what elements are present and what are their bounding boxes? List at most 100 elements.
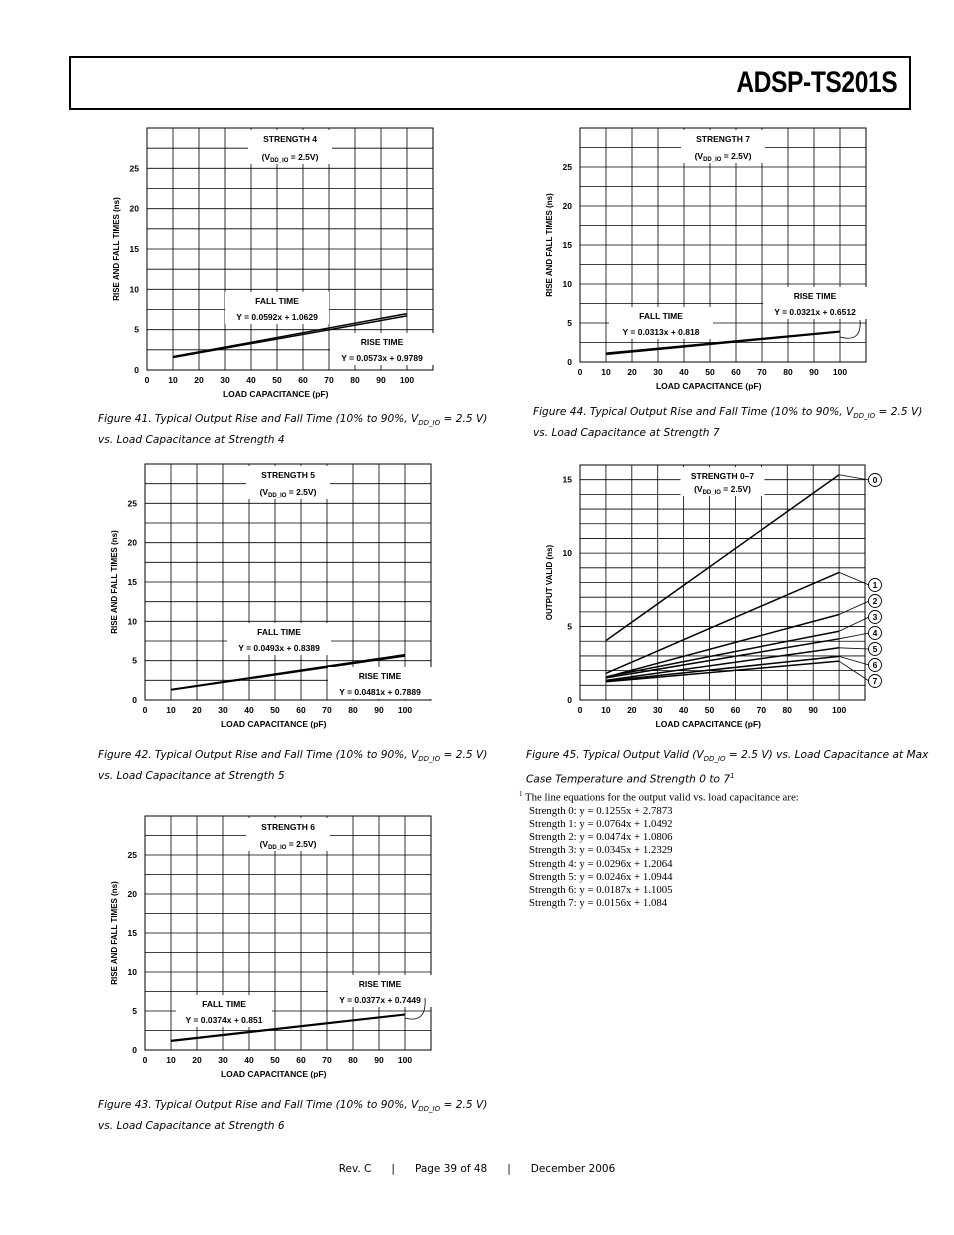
series-line (605, 655, 840, 682)
series-name-label: RISE TIME (794, 291, 837, 301)
y-axis-label: RISE AND FALL TIMES (ns) (112, 197, 121, 301)
x-axis-label: LOAD CAPACITANCE (pF) (656, 381, 762, 391)
plot-frame (579, 464, 866, 701)
series-line (172, 315, 408, 359)
series-equation-label: Y = 0.0493x + 0.8389 (238, 643, 320, 653)
series-label-background (225, 292, 329, 324)
marker-leader (838, 572, 870, 586)
y-tick-label: 0 (132, 695, 137, 705)
series-marker (868, 642, 882, 656)
series-label-background (328, 667, 432, 699)
figure-41-caption: Figure 41. Typical Output Rise and Fall … (98, 413, 488, 447)
series-line (605, 638, 840, 679)
footnote: 1 The line equations for the output vali… (519, 790, 799, 910)
x-tick-label: 40 (244, 1055, 254, 1065)
x-tick-label: 40 (246, 375, 256, 385)
y-tick-label: 25 (128, 498, 138, 508)
series-label-background (330, 333, 434, 365)
series-name-label: RISE TIME (361, 337, 404, 347)
y-tick-label: 15 (563, 240, 573, 250)
series-marker-label: 7 (873, 676, 878, 686)
y-tick-label: 5 (132, 1006, 137, 1016)
series-marker (868, 610, 882, 624)
series-line (605, 660, 840, 683)
marker-leader (839, 647, 870, 650)
x-tick-label: 10 (601, 705, 611, 715)
figure-44-caption: Figure 44. Typical Output Rise and Fall … (533, 406, 923, 440)
footnote-line: Strength 6: y = 0.0187x + 1.1005 (529, 884, 673, 897)
document-title: ADSP-TS201S (736, 66, 897, 99)
series-name-label: FALL TIME (639, 311, 683, 321)
x-tick-label: 20 (192, 1055, 202, 1065)
x-tick-label: 80 (783, 705, 793, 715)
x-tick-label: 50 (705, 705, 715, 715)
series-marker (868, 674, 882, 688)
x-axis-label: LOAD CAPACITANCE (pF) (223, 389, 329, 399)
series-line (605, 613, 840, 678)
series-equation-label: Y = 0.0374x + 0.851 (186, 1015, 263, 1025)
date: December 2006 (530, 1163, 616, 1175)
x-tick-label: 50 (270, 1055, 280, 1065)
series-line (605, 331, 841, 356)
series-marker-label: 3 (873, 612, 878, 622)
series-name-label: FALL TIME (257, 627, 301, 637)
footnote-line: Strength 4: y = 0.0296x + 1.2064 (529, 857, 673, 870)
x-tick-label: 30 (218, 705, 228, 715)
series-marker-label: 0 (873, 475, 878, 485)
y-tick-label: 15 (128, 577, 138, 587)
series-marker (868, 658, 882, 672)
x-tick-label: 20 (194, 375, 204, 385)
figure-45-caption: Figure 45. Typical Output Valid (VDD_IO … (526, 749, 929, 786)
x-tick-label: 100 (398, 1055, 412, 1065)
x-tick-label: 70 (757, 367, 767, 377)
marker-leader (838, 600, 870, 615)
x-tick-label: 90 (374, 1055, 384, 1065)
x-tick-label: 20 (627, 705, 637, 715)
x-tick-label: 60 (298, 375, 308, 385)
x-tick-label: 100 (832, 705, 846, 715)
x-tick-label: 40 (679, 367, 689, 377)
series-equation-label: Y = 0.0321x + 0.6512 (774, 307, 856, 317)
chart-figure-44: 0 10 20 30 40 50 60 70 80 90 100 0 5 10 15 20 25 LOAD CAP… (545, 127, 867, 391)
x-tick-label: 90 (808, 705, 818, 715)
series-marker-label: 6 (873, 660, 878, 670)
series-name-label: RISE TIME (359, 671, 402, 681)
series-equation-label: Y = 0.0377x + 0.7449 (339, 995, 421, 1005)
y-tick-label: 20 (130, 204, 140, 214)
series-marker (868, 578, 882, 592)
footnote-line: Strength 7: y = 0.0156x + 1.084 (529, 897, 668, 910)
marker-leader (838, 660, 870, 682)
series-equation-label: Y = 0.0573x + 0.9789 (341, 353, 423, 363)
footnote-line: Strength 2: y = 0.0474x + 1.0806 (529, 831, 673, 844)
chart-title: STRENGTH 5 (261, 470, 315, 480)
series-label-background (176, 995, 272, 1027)
series-line (605, 571, 840, 675)
x-tick-label: 60 (731, 367, 741, 377)
series-equation-label: Y = 0.0481x + 0.7889 (339, 687, 421, 697)
series-equation-label: Y = 0.0313x + 0.818 (623, 327, 700, 337)
x-tick-label: 60 (296, 1055, 306, 1065)
footnote-line: Strength 3: y = 0.0345x + 1.2329 (529, 844, 673, 857)
y-tick-label: 15 (128, 928, 138, 938)
y-tick-label: 25 (128, 850, 138, 860)
y-axis-label: RISE AND FALL TIMES (ns) (110, 881, 119, 985)
y-axis-label: OUTPUT VALID (ns) (545, 544, 554, 620)
series-name-label: RISE TIME (359, 979, 402, 989)
marker-leader (838, 616, 870, 632)
x-tick-label: 40 (679, 705, 689, 715)
y-tick-label: 10 (128, 967, 138, 977)
x-tick-label: 30 (653, 367, 663, 377)
chart-title: STRENGTH 4 (263, 134, 317, 144)
plot-frame (579, 127, 867, 363)
x-tick-label: 70 (322, 1055, 332, 1065)
page-number: Page 39 of 48 (414, 1163, 488, 1175)
plot-frame (144, 815, 432, 1051)
y-axis-label: RISE AND FALL TIMES (ns) (110, 530, 119, 634)
x-tick-label: 100 (400, 375, 414, 385)
x-tick-label: 0 (145, 375, 150, 385)
x-tick-label: 90 (374, 705, 384, 715)
y-tick-label: 5 (567, 622, 572, 632)
x-tick-label: 90 (809, 367, 819, 377)
x-axis-label: LOAD CAPACITANCE (pF) (221, 1069, 327, 1079)
title-background (681, 130, 765, 163)
